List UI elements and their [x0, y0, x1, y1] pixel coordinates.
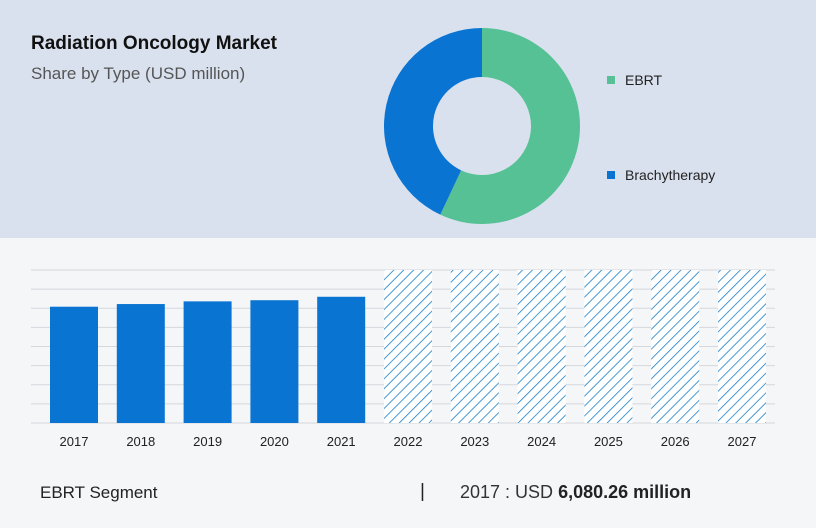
x-tick-label-2017: 2017 [60, 434, 89, 449]
legend-label-brachytherapy: Brachytherapy [625, 167, 716, 183]
legend-label-ebrt: EBRT [625, 72, 663, 88]
chart-subtitle: Share by Type (USD million) [31, 64, 246, 83]
x-tick-label-2025: 2025 [594, 434, 623, 449]
x-tick-label-2027: 2027 [728, 434, 757, 449]
footer-value-amount: 6,080.26 million [558, 482, 692, 502]
x-tick-label-2024: 2024 [527, 434, 556, 449]
footer-value: 2017 : USD 6,080.26 million [460, 482, 691, 503]
x-tick-label-2018: 2018 [126, 434, 155, 449]
bar-2023-forecast [450, 270, 499, 423]
bar-2022-forecast [384, 270, 432, 423]
donut-chart [383, 27, 580, 224]
donut-slice-ebrt [440, 28, 580, 224]
bar-2017 [50, 306, 98, 423]
x-tick-label-2019: 2019 [193, 434, 222, 449]
legend-swatch-brachytherapy [607, 171, 615, 179]
footer-divider: | [420, 481, 425, 502]
bar-2021 [317, 296, 366, 423]
x-tick-label-2026: 2026 [661, 434, 690, 449]
bar-2025-forecast [584, 270, 633, 423]
legend-swatch-ebrt [607, 76, 615, 84]
x-tick-label-2020: 2020 [260, 434, 289, 449]
bar-2024-forecast [517, 270, 566, 423]
bar-2020 [250, 300, 299, 423]
bar-2026-forecast [651, 270, 700, 423]
x-tick-label-2023: 2023 [460, 434, 489, 449]
chart-title: Radiation Oncology Market [31, 33, 277, 54]
legend-item-ebrt: EBRT [607, 72, 662, 88]
x-tick-label-2021: 2021 [327, 434, 356, 449]
x-tick-label-2022: 2022 [394, 434, 423, 449]
footer-value-prefix: 2017 : USD [460, 482, 559, 502]
donut-slice-brachytherapy [383, 27, 482, 215]
bar-2018 [116, 304, 165, 423]
bar-2019 [183, 301, 232, 423]
legend-item-brachytherapy: Brachytherapy [607, 167, 715, 183]
bar-2027-forecast [718, 270, 766, 423]
footer-segment-label: EBRT Segment [40, 483, 158, 502]
